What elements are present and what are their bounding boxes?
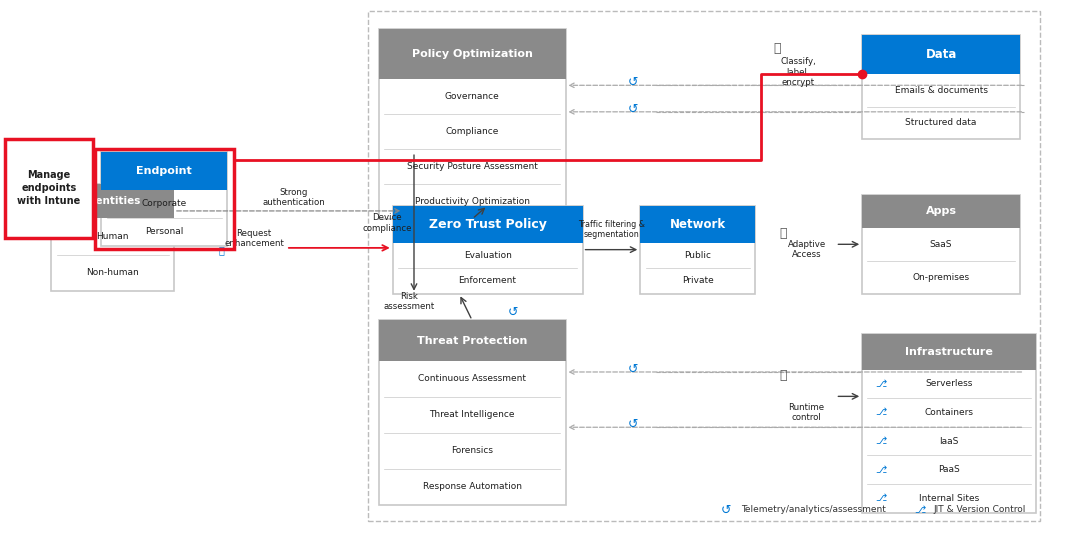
Text: Structured data: Structured data <box>906 118 976 127</box>
Text: ⎇: ⎇ <box>914 505 925 515</box>
Bar <box>379 320 566 361</box>
Text: Apps: Apps <box>925 206 957 216</box>
Text: ⎇: ⎇ <box>876 465 887 475</box>
Text: JIT & Version Control: JIT & Version Control <box>934 506 1026 514</box>
Bar <box>393 206 583 242</box>
Text: Personal: Personal <box>145 227 184 236</box>
Text: Adaptive
Access: Adaptive Access <box>787 240 826 260</box>
Text: ⛳: ⛳ <box>219 246 225 256</box>
Text: Network: Network <box>670 217 726 231</box>
Bar <box>5 139 93 238</box>
Text: ↺: ↺ <box>508 306 517 319</box>
Text: Request
enhancement: Request enhancement <box>224 229 284 248</box>
Bar <box>862 35 1020 74</box>
Text: PaaS: PaaS <box>938 465 960 474</box>
Bar <box>862 195 1020 227</box>
Text: ↺: ↺ <box>627 363 638 376</box>
Text: Runtime
control: Runtime control <box>789 403 825 422</box>
Text: IaaS: IaaS <box>939 437 959 445</box>
Text: SaaS: SaaS <box>929 240 953 248</box>
Text: ↺: ↺ <box>627 76 638 89</box>
Text: Private: Private <box>682 277 714 286</box>
Text: Policy Optimization: Policy Optimization <box>412 49 532 59</box>
Bar <box>862 334 1036 370</box>
Text: Identities: Identities <box>84 197 141 206</box>
Text: ⎇: ⎇ <box>876 407 887 418</box>
Bar <box>101 152 227 190</box>
Text: Response Automation: Response Automation <box>423 482 522 491</box>
Text: Productivity Optimization: Productivity Optimization <box>415 197 529 206</box>
Text: ⛔: ⛔ <box>779 227 787 240</box>
Text: Risk
assessment: Risk assessment <box>383 292 434 311</box>
Text: Corporate: Corporate <box>142 199 187 208</box>
Text: ↺: ↺ <box>627 103 638 116</box>
Text: ⎇: ⎇ <box>876 379 887 389</box>
Bar <box>862 35 1020 139</box>
Text: Enforcement: Enforcement <box>459 277 516 286</box>
Text: Endpoint: Endpoint <box>137 166 192 176</box>
Text: Infrastructure: Infrastructure <box>905 347 993 357</box>
Text: Data: Data <box>925 48 957 61</box>
Text: ⎇: ⎇ <box>876 436 887 446</box>
Text: Internal Sites: Internal Sites <box>919 494 980 503</box>
Text: Forensics: Forensics <box>451 446 493 456</box>
Bar <box>393 206 583 294</box>
Text: Zero Trust Policy: Zero Trust Policy <box>429 217 546 231</box>
Text: ⎇: ⎇ <box>876 493 887 504</box>
Text: ↺: ↺ <box>720 504 731 516</box>
Text: Human: Human <box>96 232 129 241</box>
Text: Evaluation: Evaluation <box>464 251 511 260</box>
Bar <box>379 320 566 505</box>
Text: On-premises: On-premises <box>912 273 970 281</box>
Text: Threat Protection: Threat Protection <box>417 336 527 345</box>
Text: ⚿: ⚿ <box>773 42 781 54</box>
Bar <box>95 149 234 249</box>
Text: Classify,
label,
encrypt: Classify, label, encrypt <box>780 57 816 87</box>
Text: Telemetry/analytics/assessment: Telemetry/analytics/assessment <box>742 506 887 514</box>
Text: Strong
authentication: Strong authentication <box>262 188 325 207</box>
Text: Compliance: Compliance <box>445 127 499 136</box>
Text: ↺: ↺ <box>627 418 638 431</box>
Text: Continuous Assessment: Continuous Assessment <box>418 374 526 383</box>
Bar <box>101 152 227 246</box>
Bar <box>379 29 566 219</box>
Text: Containers: Containers <box>925 408 973 417</box>
Text: Manage
endpoints
with Intune: Manage endpoints with Intune <box>17 170 81 207</box>
Bar <box>640 206 755 242</box>
Text: Serverless: Serverless <box>925 379 973 388</box>
Bar <box>379 29 566 78</box>
Bar <box>862 195 1020 294</box>
Text: Public: Public <box>684 251 712 260</box>
Text: Device
compliance: Device compliance <box>363 213 412 233</box>
Bar <box>51 184 174 218</box>
Bar <box>640 206 755 294</box>
Bar <box>51 184 174 291</box>
Text: Security Posture Assessment: Security Posture Assessment <box>407 162 538 171</box>
Text: Non-human: Non-human <box>86 269 139 277</box>
Text: Threat Intelligence: Threat Intelligence <box>429 410 515 419</box>
Bar <box>368 11 1040 521</box>
Bar <box>862 334 1036 513</box>
Text: Governance: Governance <box>445 92 499 101</box>
Text: Traffic filtering &
segmentation: Traffic filtering & segmentation <box>578 219 644 239</box>
Text: Emails & documents: Emails & documents <box>894 86 988 95</box>
Text: ⛔: ⛔ <box>779 368 787 381</box>
